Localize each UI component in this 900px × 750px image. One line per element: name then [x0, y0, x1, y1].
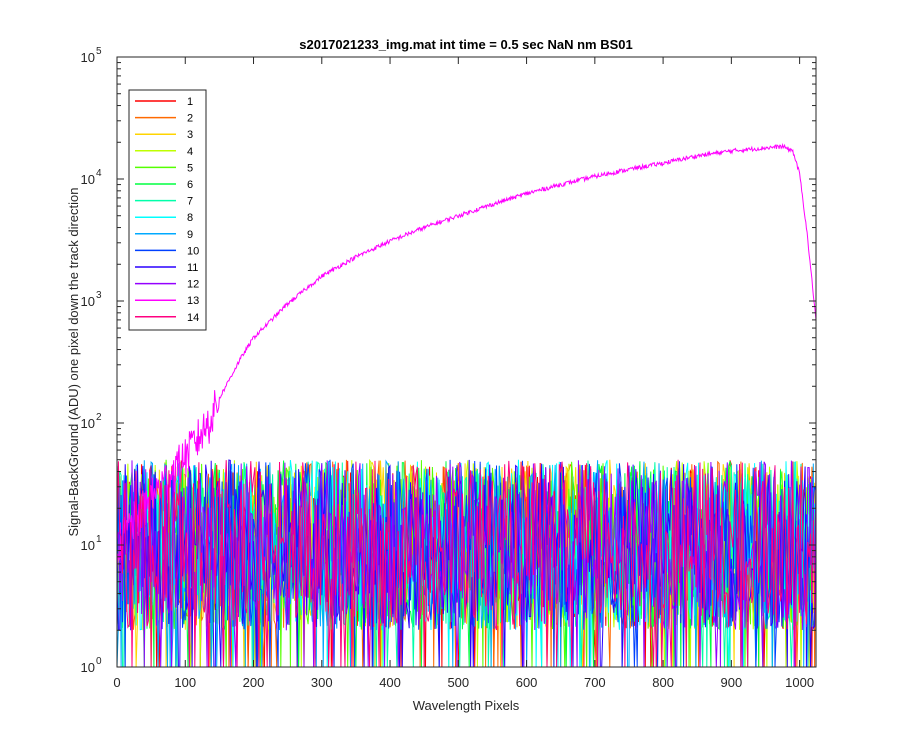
legend-label-9: 9 — [187, 229, 193, 241]
y-tick-label: 10 — [81, 172, 95, 187]
x-tick-label: 900 — [721, 675, 743, 690]
x-axis-label: Wavelength Pixels — [413, 698, 520, 713]
y-tick-exponent: 5 — [96, 46, 102, 57]
legend-label-1: 1 — [187, 96, 193, 108]
x-tick-label: 100 — [174, 675, 196, 690]
legend-box — [128, 89, 207, 331]
y-tick-exponent: 4 — [96, 168, 102, 179]
x-tick-label: 1000 — [785, 675, 814, 690]
legend-label-3: 3 — [187, 129, 193, 141]
y-tick-exponent: 2 — [96, 412, 102, 423]
legend-label-8: 8 — [187, 212, 193, 224]
chart-title: s2017021233_img.mat int time = 0.5 sec N… — [299, 37, 633, 52]
series-line-13 — [117, 142, 816, 571]
x-tick-label: 0 — [113, 675, 120, 690]
x-tick-label: 500 — [447, 675, 469, 690]
legend-label-4: 4 — [187, 146, 193, 158]
y-tick-label: 10 — [81, 660, 95, 675]
legend-label-11: 11 — [187, 262, 198, 274]
x-tick-label: 800 — [652, 675, 674, 690]
y-tick-label: 10 — [81, 294, 95, 309]
x-tick-label: 300 — [311, 675, 333, 690]
axes-box — [116, 56, 817, 668]
y-tick-label: 10 — [81, 538, 95, 553]
legend-label-12: 12 — [187, 279, 199, 291]
legend-label-10: 10 — [187, 245, 199, 257]
legend-label-7: 7 — [187, 196, 193, 208]
legend-label-6: 6 — [187, 179, 193, 191]
y-axis-label: Signal-BackGround (ADU) one pixel down t… — [66, 187, 81, 536]
y-tick-exponent: 3 — [96, 290, 102, 301]
series-layer — [117, 142, 816, 667]
x-tick-label: 600 — [516, 675, 538, 690]
x-tick-label: 400 — [379, 675, 401, 690]
legend-label-5: 5 — [187, 162, 193, 174]
legend-label-14: 14 — [187, 312, 199, 324]
y-tick-exponent: 0 — [96, 656, 102, 667]
series-line-14 — [117, 459, 816, 667]
legend-label-2: 2 — [187, 113, 193, 125]
y-tick-label: 10 — [81, 50, 95, 65]
x-tick-label: 200 — [243, 675, 265, 690]
y-tick-exponent: 1 — [96, 534, 102, 545]
x-tick-label: 700 — [584, 675, 606, 690]
legend-label-13: 13 — [187, 295, 199, 307]
y-tick-label: 10 — [81, 416, 95, 431]
